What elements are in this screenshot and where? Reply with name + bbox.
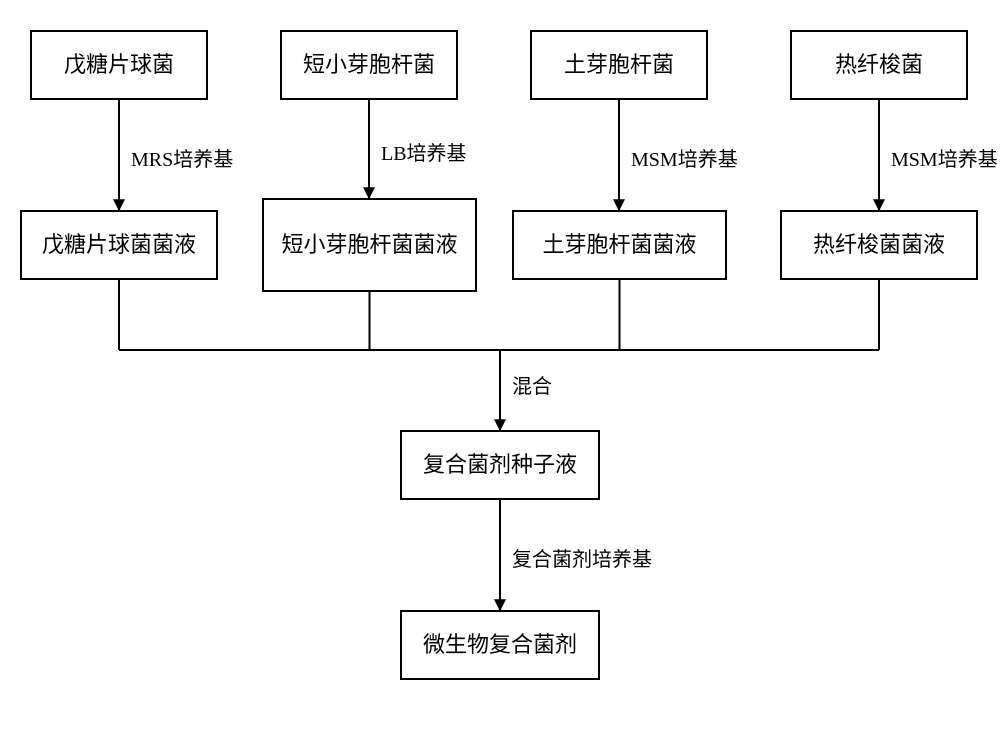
flow-node-n1: 戊糖片球菌 <box>30 30 208 100</box>
flow-node-n6: 短小芽胞杆菌菌液 <box>262 198 477 292</box>
edge-label: 复合菌剂培养基 <box>512 543 652 572</box>
edge-label: 混合 <box>512 370 552 399</box>
edge-label: MRS培养基 <box>131 143 233 172</box>
edge-label: LB培养基 <box>381 137 467 166</box>
flow-node-n3: 土芽胞杆菌 <box>530 30 708 100</box>
edge-label: MSM培养基 <box>631 143 738 172</box>
flow-node-n9: 复合菌剂种子液 <box>400 430 600 500</box>
flow-node-n8: 热纤梭菌菌液 <box>780 210 978 280</box>
flow-node-n10: 微生物复合菌剂 <box>400 610 600 680</box>
flow-node-n7: 土芽胞杆菌菌液 <box>512 210 727 280</box>
flow-node-n2: 短小芽胞杆菌 <box>280 30 458 100</box>
flow-node-n4: 热纤梭菌 <box>790 30 968 100</box>
edge-label: MSM培养基 <box>891 143 998 172</box>
flow-node-n5: 戊糖片球菌菌液 <box>20 210 218 280</box>
